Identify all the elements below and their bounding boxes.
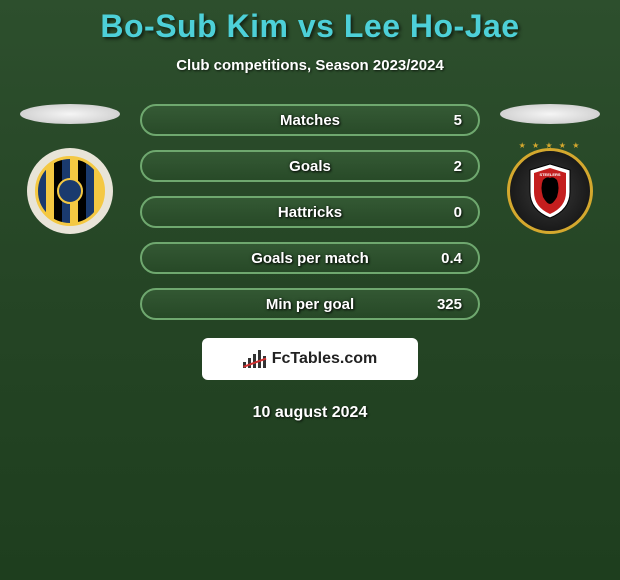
stat-value-right: 325 (437, 296, 462, 313)
shield-icon: STEELERS (525, 162, 575, 220)
stars-icon: ★ ★ ★ ★ ★ (510, 141, 590, 150)
stat-row-matches: Matches 5 (140, 104, 480, 136)
stat-label: Goals (289, 158, 331, 175)
svg-text:STEELERS: STEELERS (539, 172, 560, 177)
player-left-photo (20, 104, 120, 124)
club-badge-left (27, 148, 113, 234)
player-right-column: ★ ★ ★ ★ ★ STEELERS (500, 104, 600, 234)
logo-chart-icon (243, 350, 266, 368)
stat-row-goals: Goals 2 (140, 150, 480, 182)
stat-row-hattricks: Hattricks 0 (140, 196, 480, 228)
player-right-photo (500, 104, 600, 124)
incheon-badge-icon (35, 156, 105, 226)
stats-column: Matches 5 Goals 2 Hattricks 0 Goals per … (140, 104, 480, 422)
stat-row-min-per-goal: Min per goal 325 (140, 288, 480, 320)
stat-label: Hattricks (278, 204, 342, 221)
logo-text: FcTables.com (272, 350, 378, 368)
content-row: Matches 5 Goals 2 Hattricks 0 Goals per … (0, 104, 620, 422)
fctables-logo: FcTables.com (202, 338, 418, 380)
stat-value-right: 5 (454, 112, 462, 129)
comparison-title: Bo-Sub Kim vs Lee Ho-Jae (0, 8, 620, 45)
club-badge-right: ★ ★ ★ ★ ★ STEELERS (507, 148, 593, 234)
season-subtitle: Club competitions, Season 2023/2024 (0, 57, 620, 74)
pohang-badge-icon: STEELERS (525, 162, 575, 220)
stat-label: Matches (280, 112, 340, 129)
stat-value-right: 0.4 (441, 250, 462, 267)
stat-label: Goals per match (251, 250, 369, 267)
badge-center-icon (57, 178, 83, 204)
stat-value-right: 2 (454, 158, 462, 175)
stat-value-right: 0 (454, 204, 462, 221)
infographic-container: Bo-Sub Kim vs Lee Ho-Jae Club competitio… (0, 0, 620, 422)
date-text: 10 august 2024 (140, 404, 480, 422)
player-left-column (20, 104, 120, 234)
stat-row-goals-per-match: Goals per match 0.4 (140, 242, 480, 274)
stat-label: Min per goal (266, 296, 354, 313)
